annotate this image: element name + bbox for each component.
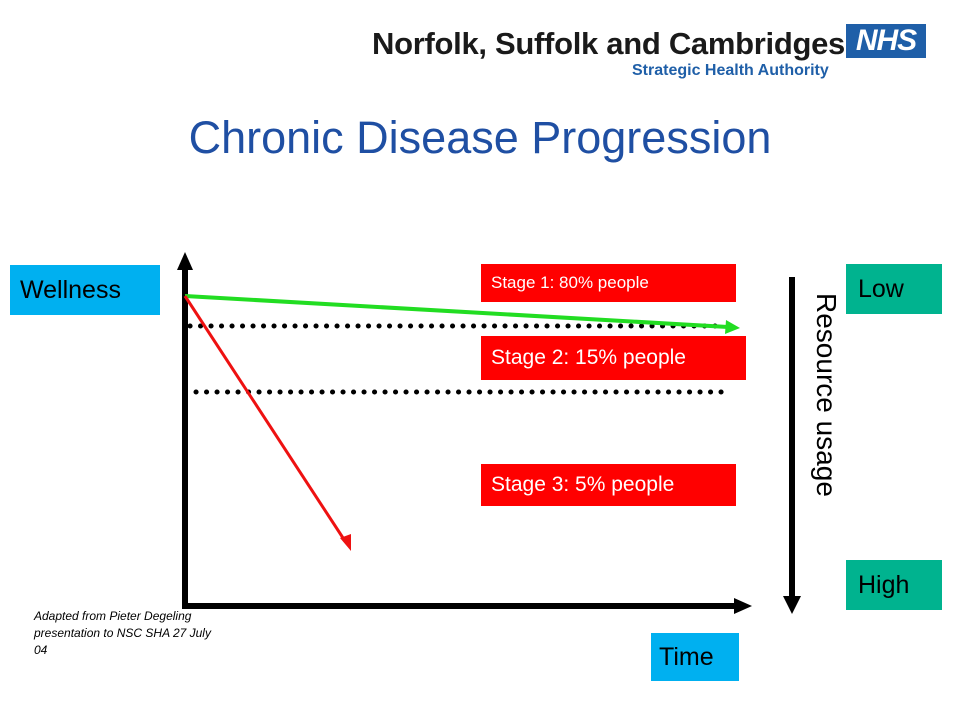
rapid-decline-line bbox=[183, 295, 347, 542]
resource-low-label: Low bbox=[846, 264, 942, 314]
stage-2-label: Stage 2: 15% people bbox=[481, 336, 746, 380]
stage-3-text: Stage 3: 5% people bbox=[491, 473, 675, 496]
stage-2-text: Stage 2: 15% people bbox=[491, 346, 686, 369]
organisation-name: Norfolk, Suffolk and Cambridgeshire bbox=[372, 26, 901, 61]
x-axis-arrowhead bbox=[734, 598, 752, 614]
stage-3-label: Stage 3: 5% people bbox=[481, 464, 736, 506]
organisation-subtitle: Strategic Health Authority bbox=[632, 62, 829, 79]
time-label: Time bbox=[651, 633, 739, 681]
nhs-logo: NHS bbox=[846, 24, 926, 58]
stage-1-text: Stage 1: 80% people bbox=[491, 273, 649, 292]
stage-1-label: Stage 1: 80% people bbox=[481, 264, 736, 302]
resource-usage-label: Resource usage bbox=[811, 293, 842, 497]
wellness-label: Wellness bbox=[10, 265, 160, 315]
resource-low-text: Low bbox=[858, 274, 904, 303]
y-axis-arrowhead bbox=[177, 252, 193, 270]
wellness-label-text: Wellness bbox=[20, 275, 121, 304]
page-title: Chronic Disease Progression bbox=[188, 112, 772, 163]
stage1-progression-arrowhead bbox=[725, 320, 740, 334]
resource-high-label: High bbox=[846, 560, 942, 610]
resource-high-text: High bbox=[858, 570, 910, 599]
resource-usage-arrowhead bbox=[783, 596, 801, 614]
source-credit: Adapted from Pieter Degeling presentatio… bbox=[34, 609, 211, 657]
rapid-decline-arrowhead bbox=[340, 534, 351, 551]
time-label-text: Time bbox=[659, 642, 714, 671]
stage1-progression-line bbox=[184, 294, 729, 329]
